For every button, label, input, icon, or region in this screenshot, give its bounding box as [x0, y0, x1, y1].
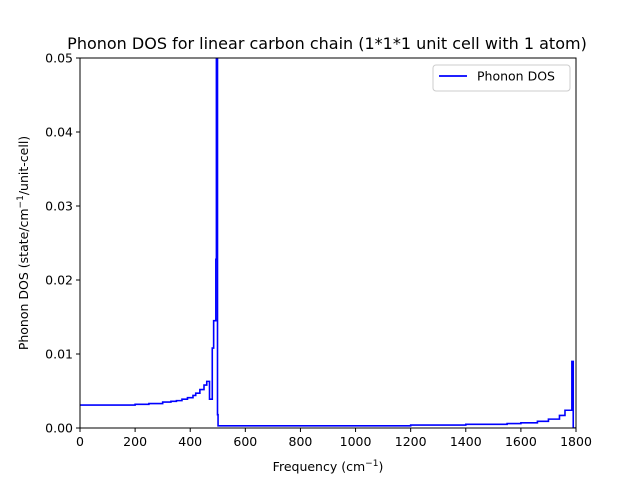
legend: Phonon DOS — [432, 64, 571, 92]
series-layer — [80, 58, 576, 428]
legend-label: Phonon DOS — [477, 69, 555, 84]
x-tick-label: 0 — [76, 434, 84, 449]
x-tick-label: 1000 — [340, 434, 372, 449]
x-tick-label: 600 — [233, 434, 257, 449]
x-tick-label: 1400 — [450, 434, 482, 449]
x-tick-label: 1200 — [395, 434, 427, 449]
x-tick-label: 800 — [289, 434, 313, 449]
x-axis-label: Frequency (cm−1) — [273, 459, 384, 474]
y-axis-label: Phonon DOS (state/cm−1/unit-cell) — [16, 136, 31, 350]
y-tick-label: 0.01 — [45, 347, 73, 362]
y-tick-label: 0.05 — [45, 51, 73, 66]
chart-title: Phonon DOS for linear carbon chain (1*1*… — [67, 34, 587, 53]
y-tick-label: 0.04 — [45, 125, 73, 140]
x-tick-label: 400 — [178, 434, 202, 449]
x-tick-label: 1600 — [505, 434, 537, 449]
x-tick-label: 1800 — [560, 434, 592, 449]
y-tick-label: 0.00 — [45, 421, 73, 436]
x-tick-label: 200 — [123, 434, 147, 449]
series-line-0 — [80, 58, 576, 428]
plot-frame — [79, 57, 577, 429]
legend-box — [432, 64, 571, 92]
y-tick-label: 0.02 — [45, 273, 73, 288]
y-axis-ticks: 0.00 0.01 0.02 0.03 0.04 0.05 — [45, 51, 80, 436]
y-tick-label: 0.03 — [45, 199, 73, 214]
x-axis-ticks: 0 200 400 600 800 1000 1200 1400 1600 1800 — [76, 428, 592, 449]
